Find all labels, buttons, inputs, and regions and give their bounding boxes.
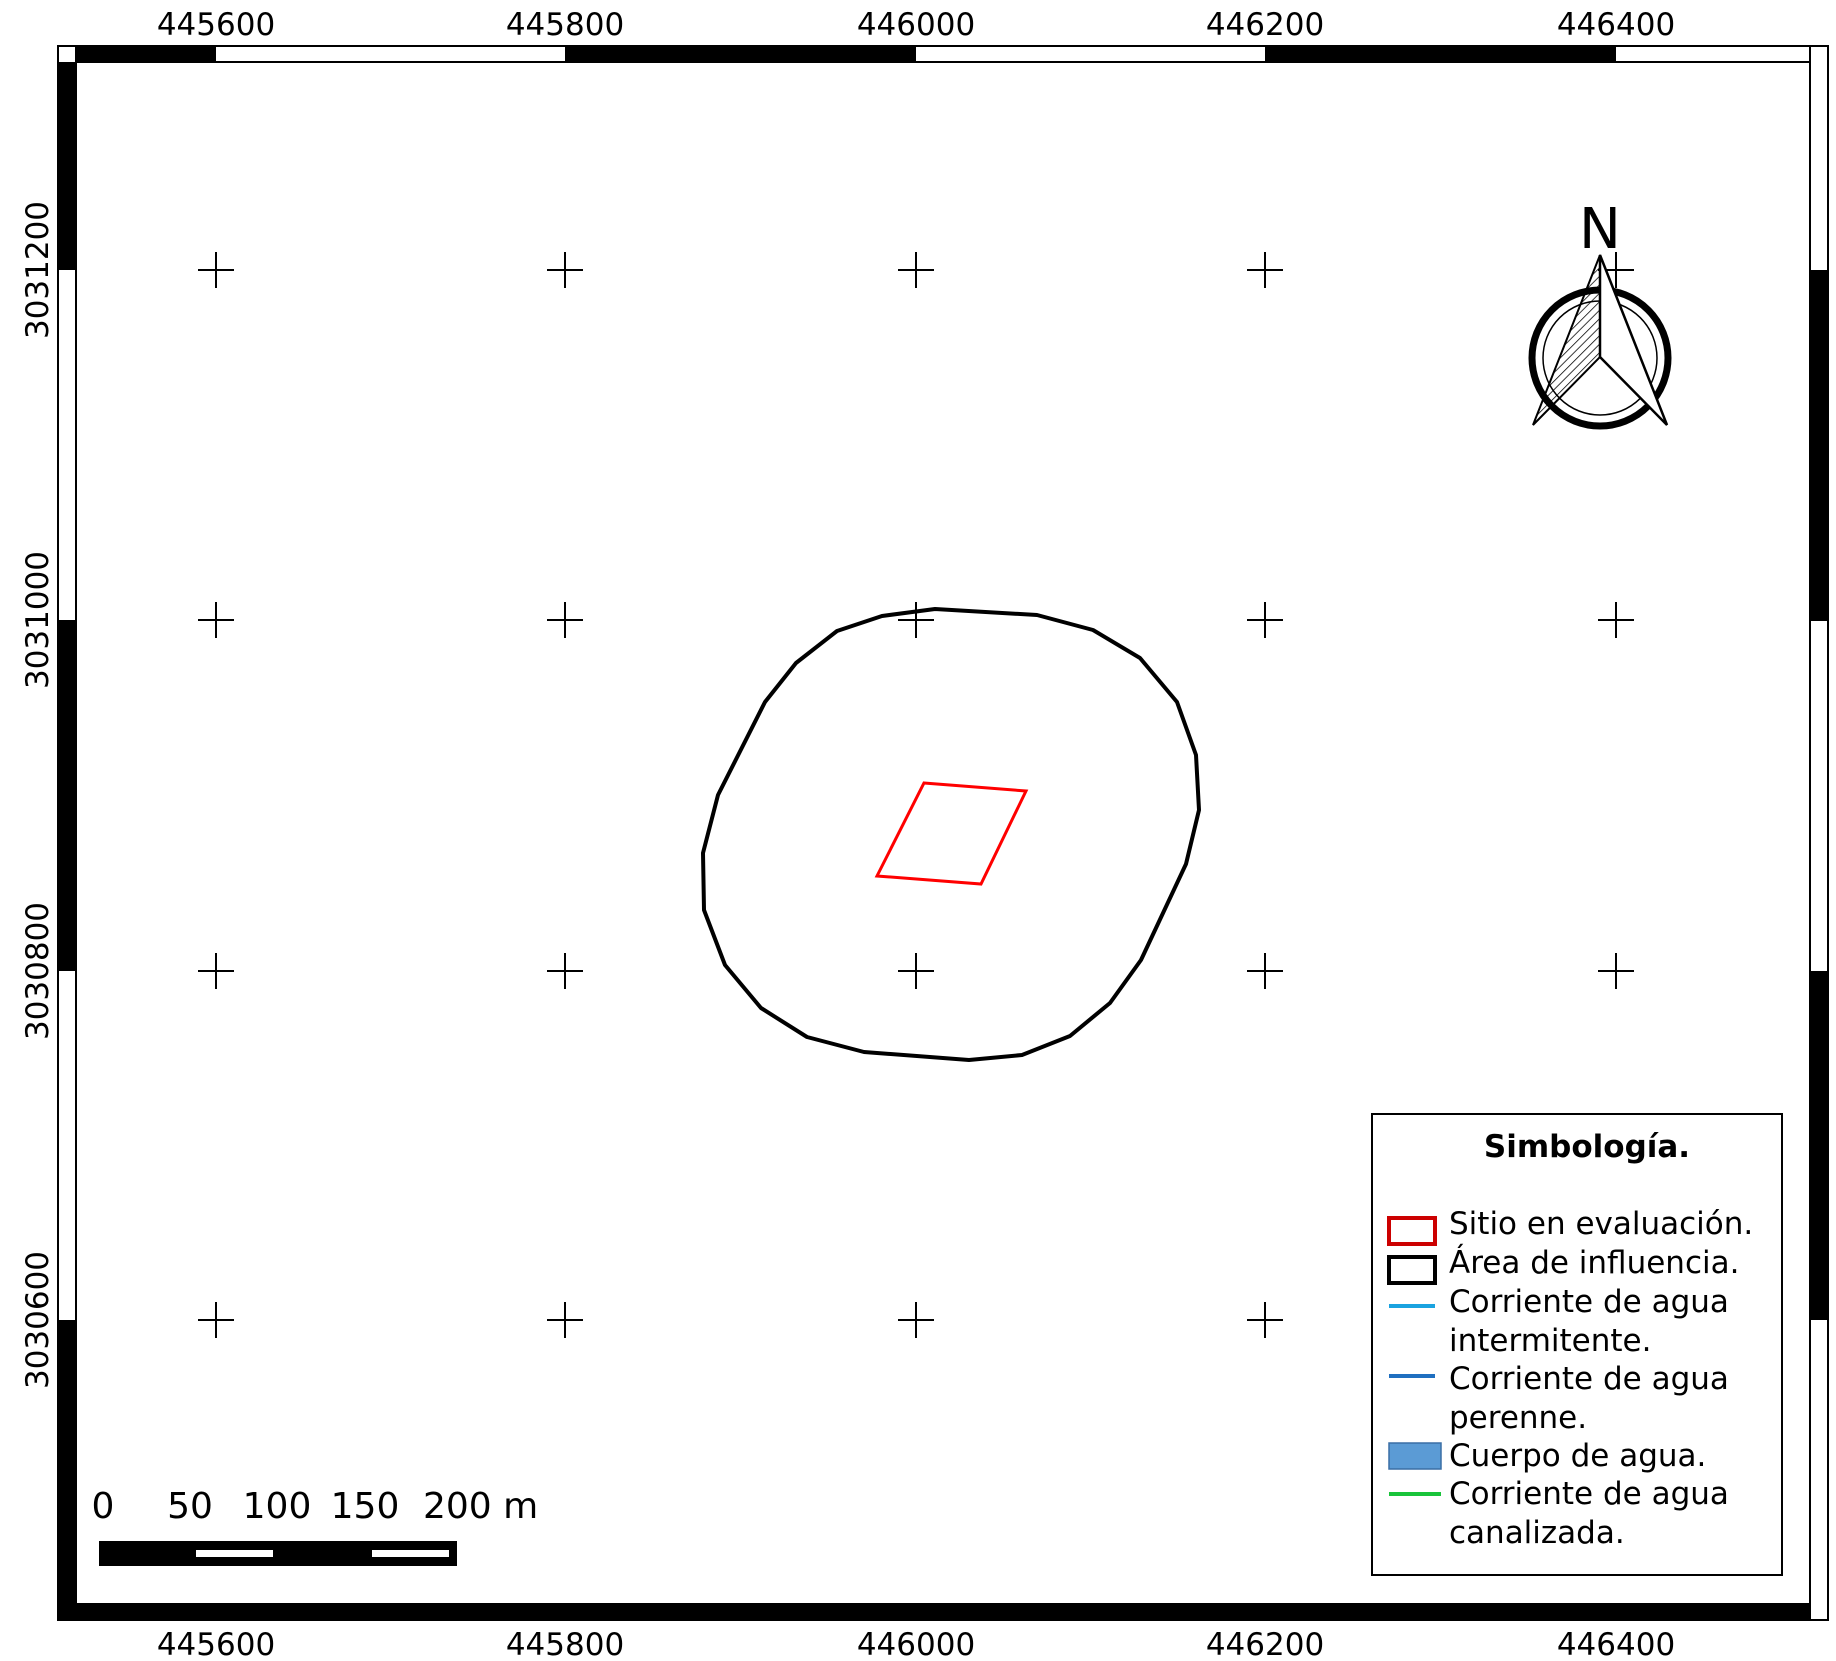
grid-cross: [198, 252, 234, 288]
north-arrow-right-half: [1598, 254, 1669, 426]
x-coord-label-bottom: 446000: [857, 1627, 975, 1661]
x-coord-label-top: 445600: [157, 7, 275, 43]
legend-label: Cuerpo de agua.: [1449, 1438, 1706, 1474]
map-neatline: [57, 45, 1829, 1621]
legend-label: Área de influencia.: [1449, 1245, 1739, 1281]
scale-bar-segment: [196, 1550, 273, 1557]
x-coord-label-bottom: 446400: [1557, 1627, 1675, 1661]
north-arrow-label: N: [1579, 197, 1621, 262]
grid-cross: [198, 602, 234, 638]
legend-label: Corriente de agua: [1449, 1361, 1729, 1397]
grid-cross: [547, 252, 583, 288]
scale-label: 150: [331, 1486, 400, 1527]
x-coord-label-bottom: 446200: [1206, 1627, 1324, 1661]
grid-cross: [1247, 602, 1283, 638]
scale-bar-segment: [372, 1550, 449, 1557]
grid-cross: [1247, 953, 1283, 989]
legend-symbol-site: [1387, 1216, 1437, 1246]
grid-cross: [198, 953, 234, 989]
y-coord-label: 3030600: [20, 1251, 56, 1389]
legend-box: [1371, 1113, 1783, 1576]
legend-label: Corriente de agua: [1449, 1476, 1729, 1512]
x-coord-label-top: 446000: [857, 7, 975, 43]
north-arrow: N: [1528, 197, 1672, 430]
grid-cross: [898, 953, 934, 989]
y-coord-label: 3030800: [20, 902, 56, 1040]
legend-label: intermitente.: [1449, 1323, 1651, 1359]
y-coord-label: 3031000: [20, 551, 56, 689]
legend-label: Corriente de agua: [1449, 1284, 1729, 1320]
grid-cross: [898, 1302, 934, 1338]
grid-cross: [1247, 1302, 1283, 1338]
x-coord-labels-bottom: 445600 445800 446000 446200 446400: [157, 1627, 1675, 1661]
scale-bar: 0 50 100 150 200 m: [92, 1486, 538, 1566]
legend: Simbología. Sitio en evaluación. Área de…: [1371, 1113, 1783, 1576]
site-polygon: [874, 781, 1029, 886]
grid-cross: [898, 252, 934, 288]
grid-cross: [1598, 953, 1634, 989]
scale-label: 50: [167, 1486, 213, 1527]
legend-title: Simbología.: [1484, 1129, 1690, 1165]
scale-label: 200 m: [423, 1486, 538, 1527]
x-coord-label-bottom: 445800: [506, 1627, 624, 1661]
legend-label: canalizada.: [1449, 1515, 1625, 1551]
legend-label: Sitio en evaluación.: [1449, 1206, 1753, 1242]
grid-cross: [898, 602, 934, 638]
grid-cross: [547, 953, 583, 989]
legend-symbol-water-body: [1388, 1442, 1442, 1470]
legend-label: perenne.: [1449, 1400, 1587, 1436]
x-coord-label-top: 445800: [506, 7, 624, 43]
grid-cross: [198, 1302, 234, 1338]
y-coord-label: 3031200: [20, 201, 56, 339]
x-coord-labels-top: 445600 445800 446000 446200 446400: [157, 7, 1675, 43]
y-coord-labels: 3031200 3031000 3030800 3030600: [20, 201, 56, 1389]
x-coord-label-top: 446200: [1206, 7, 1324, 43]
grid-cross: [547, 1302, 583, 1338]
x-coord-label-top: 446400: [1557, 7, 1675, 43]
grid-cross: [547, 602, 583, 638]
grid-cross: [1247, 252, 1283, 288]
grid-cross: [1598, 602, 1634, 638]
scale-label: 100: [243, 1486, 312, 1527]
scale-label: 0: [92, 1486, 115, 1527]
x-coord-label-bottom: 445600: [157, 1627, 275, 1661]
influence-area-polygon: [701, 607, 1201, 1062]
legend-symbol-influence: [1387, 1255, 1437, 1285]
